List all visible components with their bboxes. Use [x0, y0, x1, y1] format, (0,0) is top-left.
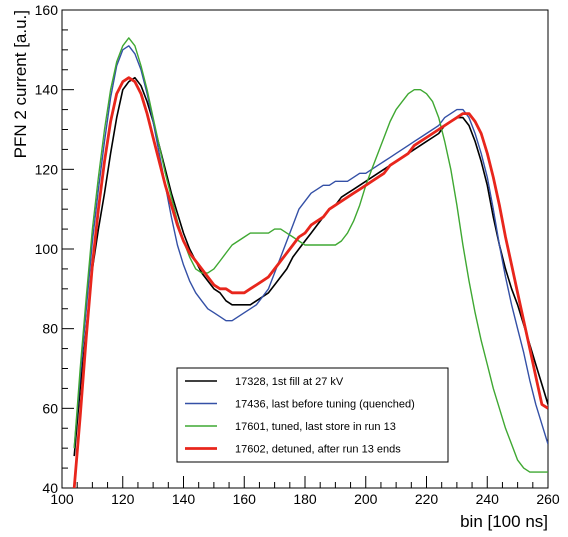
- x-tick-label: 200: [354, 491, 378, 507]
- series-layer: [72, 37, 548, 488]
- x-tick-label: 180: [293, 491, 317, 507]
- x-axis-label: bin [100 ns]: [460, 512, 548, 531]
- y-tick-label: 60: [42, 400, 58, 416]
- x-tick-label: 240: [476, 491, 500, 507]
- legend-label-4: 17602, detuned, after run 13 ends: [235, 444, 401, 456]
- y-tick-label: 140: [35, 82, 59, 98]
- x-axis: 100 120 140 160 180 200 220 240 260: [50, 476, 560, 507]
- legend-label-2: 17436, last before tuning (quenched): [235, 399, 415, 411]
- y-axis: 40 60 80 100 120 140 160: [35, 2, 74, 496]
- series-line-4: [72, 76, 548, 488]
- y-tick-label: 40: [42, 480, 58, 496]
- y-tick-label: 100: [35, 241, 59, 257]
- legend: 17328, 1st fill at 27 kV 17436, last befo…: [176, 367, 449, 463]
- x-tick-label: 260: [536, 491, 560, 507]
- legend-label-1: 17328, 1st fill at 27 kV: [235, 376, 344, 388]
- x-tick-label: 120: [111, 491, 135, 507]
- y-tick-label: 160: [35, 2, 59, 18]
- legend-box: [176, 367, 449, 463]
- series-line-2: [73, 45, 548, 449]
- y-tick-label: 120: [35, 161, 59, 177]
- x-tick-label: 140: [172, 491, 196, 507]
- y-axis-label: PFN 2 current [a.u.]: [11, 10, 30, 158]
- y-tick-label: 80: [42, 321, 58, 337]
- x-tick-label: 160: [233, 491, 257, 507]
- x-tick-label: 220: [415, 491, 439, 507]
- x-tick-label: 100: [50, 491, 74, 507]
- legend-label-3: 17601, tuned, last store in run 13: [235, 421, 396, 433]
- series-line-3: [73, 37, 548, 473]
